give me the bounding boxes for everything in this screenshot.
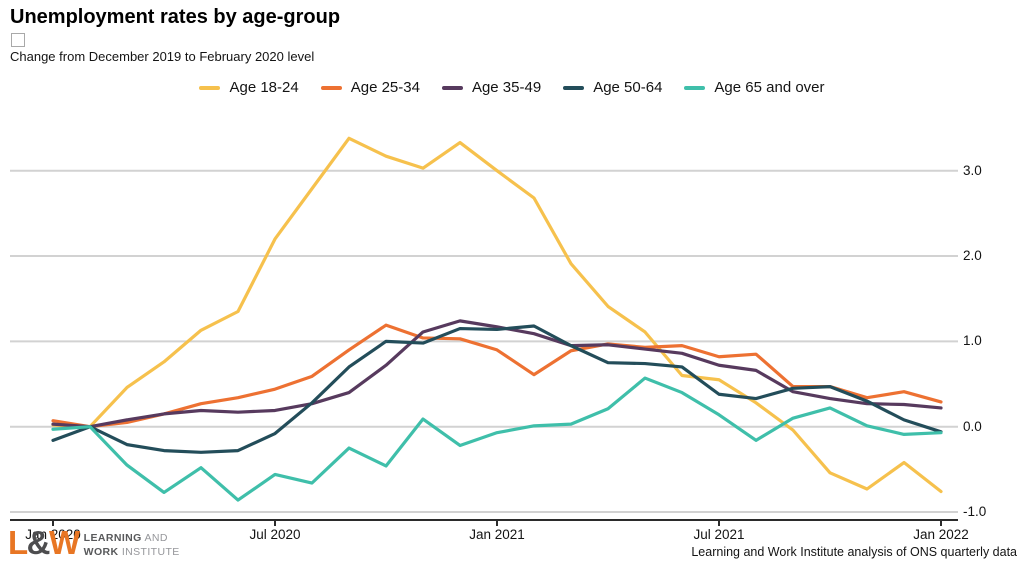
legend-label: Age 18-24 <box>229 79 299 96</box>
legend-label: Age 35-49 <box>471 79 542 96</box>
legend-label: Age 25-34 <box>350 79 420 96</box>
legend-swatch <box>441 85 463 90</box>
logo-line1-bold: LEARNING <box>83 532 142 544</box>
legend-item-age-35-49: Age 35-49 <box>441 79 542 96</box>
y-axis-tick-label: 1.0 <box>963 333 982 349</box>
x-axis-tick-label: Jan 2022 <box>913 527 969 542</box>
logo-letter-w: W <box>49 524 80 561</box>
empty-box-glyph <box>11 33 25 47</box>
legend-item-age-50-64: Age 50-64 <box>563 79 662 96</box>
chart-subtitle: Change from December 2019 to February 20… <box>10 49 315 64</box>
legend-item-age-65-and-over: Age 65 and over <box>684 79 825 96</box>
logo-line2-bold: WORK <box>83 546 119 559</box>
legend-item-age-25-34: Age 25-34 <box>320 79 420 96</box>
learning-and-work-institute-logo: L&W LEARNING AND WORK INSTITUTE <box>8 524 180 561</box>
series-line-age-25-34 <box>51 323 943 429</box>
x-axis-tick-label: Jan 2021 <box>469 527 525 542</box>
logo-line1-rest: AND <box>141 532 168 544</box>
y-axis-tick-label: 3.0 <box>963 162 982 178</box>
x-axis-tick-label: Jan 2020 <box>25 527 81 542</box>
logo-mark: L&W <box>8 524 80 561</box>
y-axis-tick-label: 2.0 <box>963 248 982 264</box>
series-line-age-65-and-over <box>51 376 943 502</box>
y-axis-tick-label: -1.0 <box>963 504 987 520</box>
legend-item-age-18-24: Age 18-24 <box>199 79 299 96</box>
source-attribution: Learning and Work Institute analysis of … <box>691 545 1017 559</box>
chart-legend: Age 18-24 Age 25-34 Age 35-49 Age 50-64 Age … <box>0 79 1024 96</box>
logo-ampersand: & <box>26 524 51 561</box>
page-title: Unemployment rates by age-group <box>10 6 341 28</box>
logo-text: LEARNING AND WORK INSTITUTE <box>84 531 180 559</box>
legend-swatch <box>320 85 342 90</box>
logo-letter-l: L <box>8 524 28 561</box>
series-line-age-35-49 <box>51 319 943 429</box>
legend-label: Age 65 and over <box>714 79 825 96</box>
legend-label: Age 50-64 <box>593 79 663 96</box>
legend-swatch <box>563 85 585 90</box>
series-line-age-50-64 <box>51 324 943 454</box>
series-line-age-18-24 <box>51 136 943 494</box>
y-axis-tick-label: 0.0 <box>963 418 982 434</box>
logo-line2-rest: INSTITUTE <box>118 546 180 559</box>
legend-swatch <box>684 85 706 90</box>
x-axis-tick-label: Jul 2021 <box>693 527 745 542</box>
x-axis-tick-label: Jul 2020 <box>249 527 301 542</box>
legend-swatch <box>199 85 221 90</box>
